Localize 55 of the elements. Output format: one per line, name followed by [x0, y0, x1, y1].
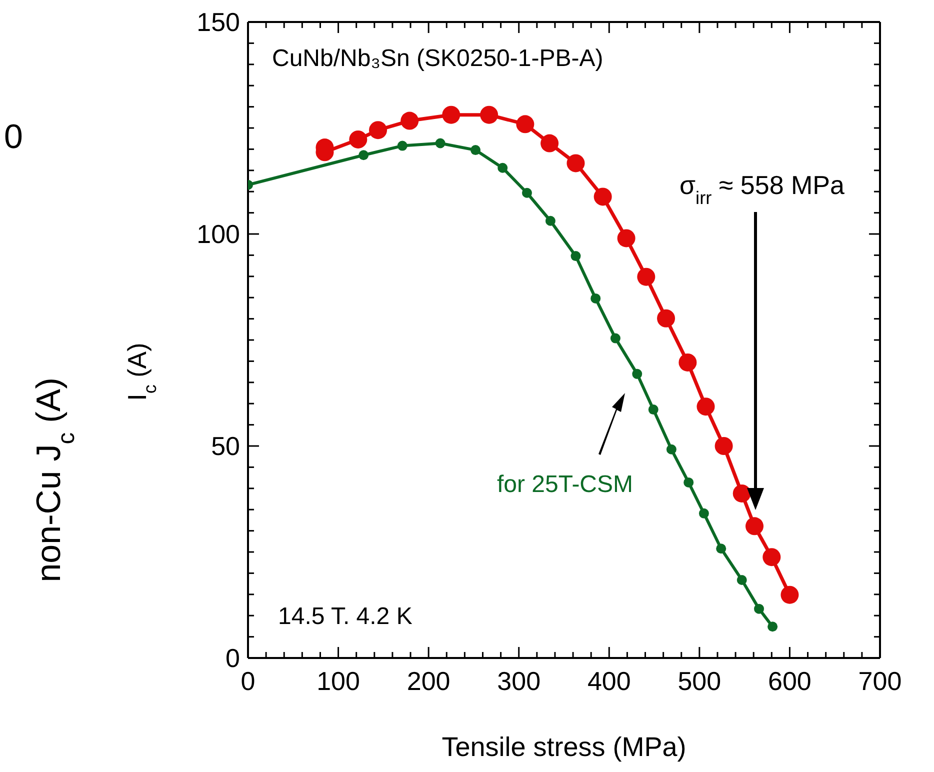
point: [684, 477, 694, 488]
point: [349, 130, 368, 148]
point: [522, 188, 532, 198]
point: [732, 484, 751, 502]
point: [590, 293, 601, 304]
point: [768, 622, 778, 632]
point: [746, 517, 764, 536]
point: [540, 134, 559, 152]
point: [516, 115, 534, 134]
y-tick-label: 0: [226, 643, 240, 673]
point: [648, 404, 658, 415]
point: [545, 216, 556, 226]
point: [435, 138, 446, 148]
annotation: σ$_{irr}$ ≈ 558 MPa: [680, 170, 846, 208]
point: [610, 333, 620, 344]
y-tick-label: 150: [196, 7, 240, 37]
x-axis-title: Tensile stress (MPa): [442, 732, 686, 762]
point: [762, 548, 781, 566]
point: [632, 368, 642, 379]
x-tick-label: 600: [768, 666, 812, 696]
point: [698, 508, 709, 518]
point: [400, 112, 419, 130]
point: [736, 574, 747, 585]
point: [570, 251, 581, 262]
annotation: for 25T-CSM: [496, 471, 634, 498]
point: [780, 586, 799, 604]
point: [358, 150, 369, 160]
point: [498, 162, 508, 173]
y-tick-label: 50: [211, 431, 240, 461]
x-tick-label: 700: [858, 666, 902, 696]
point: [714, 437, 733, 455]
x-tick-label: 400: [587, 666, 631, 696]
point: [657, 309, 676, 328]
x-tick-label: 300: [497, 666, 541, 696]
text: CuNb/Nb₃Sn (SK0250-1-PB-A): [272, 45, 604, 72]
annotation: 14.5 T. 4.2 K: [278, 603, 412, 630]
point: [397, 140, 408, 151]
x-tick-label: 200: [406, 666, 450, 696]
point: [470, 145, 481, 156]
point: [369, 121, 388, 140]
point: [754, 604, 764, 614]
point: [617, 229, 636, 248]
point: [594, 188, 612, 206]
point: [716, 544, 726, 554]
point: [637, 268, 656, 286]
x-tick-label: 500: [678, 666, 722, 696]
point: [566, 154, 585, 172]
point: [480, 106, 498, 124]
text: 0: [4, 118, 23, 156]
point: [666, 444, 676, 454]
x-tick-label: 100: [316, 666, 360, 696]
point: [696, 398, 715, 416]
y-tick-label: 100: [196, 219, 240, 249]
point: [678, 353, 697, 372]
point: [442, 106, 460, 124]
